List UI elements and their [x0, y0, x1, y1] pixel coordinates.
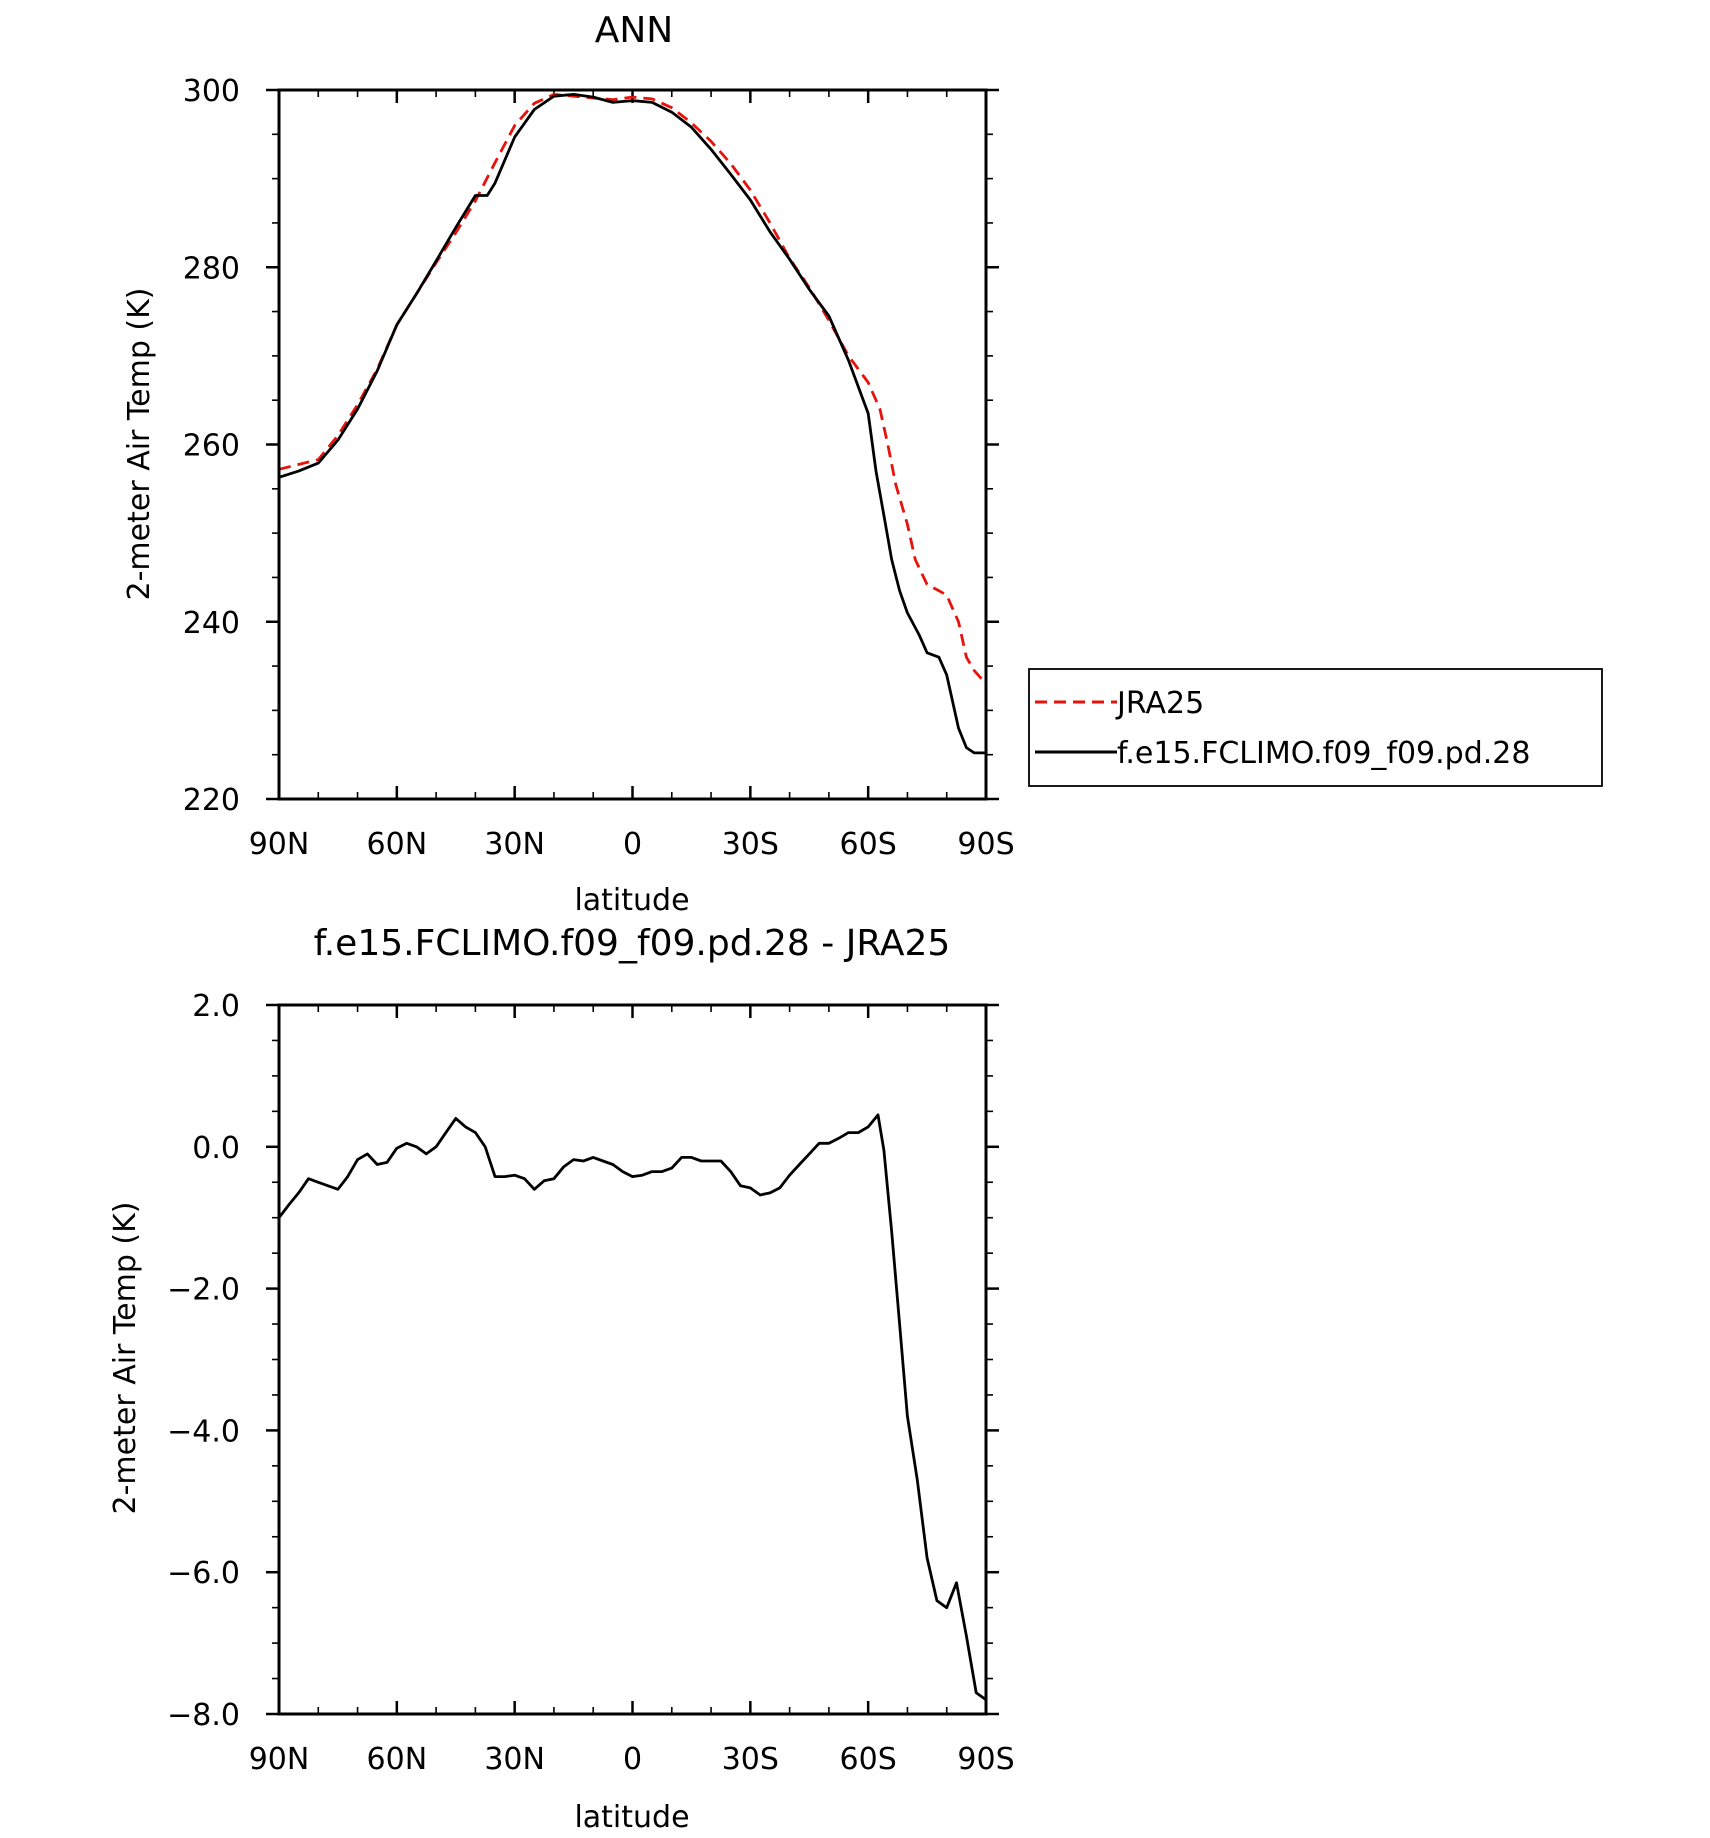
bottom-y-tick-labels: −8.0 −6.0 −4.0 −2.0 0.0 2.0: [167, 989, 240, 1733]
bottom-x-tick-label: 60N: [367, 1742, 428, 1777]
legend: JRA25 f.e15.FCLIMO.f09_f09.pd.28: [1028, 668, 1603, 787]
top-plot-frame: [277, 88, 988, 801]
top-series-lines: [278, 93, 988, 755]
bottom-y-tick-label: −4.0: [167, 1414, 240, 1449]
top-y-axis-label: 2-meter Air Temp (K): [122, 288, 157, 601]
top-x-tick-label: 30S: [722, 827, 779, 862]
bottom-y-tick-label: −2.0: [167, 1273, 240, 1308]
bottom-y-axis-label: 2-meter Air Temp (K): [108, 1202, 143, 1515]
legend-box: [1028, 668, 1603, 787]
top-y-tick-label: 220: [183, 783, 240, 818]
top-x-tick-label: 90N: [249, 827, 310, 862]
panel-top: ANN 90N 60N 30N 0 30S 60S 90S 220240260280300 …: [122, 10, 1603, 918]
top-x-tick-label: 60S: [840, 827, 897, 862]
legend-label-model: f.e15.FCLIMO.f09_f09.pd.28: [1117, 736, 1530, 771]
bottom-x-tick-label: 30N: [484, 1742, 545, 1777]
top-x-axis-label: latitude: [574, 883, 689, 918]
bottom-plot-frame: [277, 1003, 988, 1716]
bottom-x-tick-label: 60S: [840, 1742, 897, 1777]
bottom-x-tick-label: 90N: [249, 1742, 310, 1777]
bottom-series-line-difference: [277, 1113, 987, 1701]
bottom-axis-ticks: [266, 1003, 999, 1716]
bottom-panel-title: f.e15.FCLIMO.f09_f09.pd.28 - JRA25: [314, 923, 951, 964]
top-y-tick-labels: 220 240 260 280 300: [183, 74, 240, 818]
bottom-x-tick-label: 0: [623, 1742, 642, 1777]
top-x-tick-label: 0: [623, 827, 642, 862]
top-x-tick-label: 90S: [957, 827, 1014, 862]
bottom-y-tick-label: −6.0: [167, 1556, 240, 1591]
bottom-x-tick-label: 90S: [957, 1742, 1014, 1777]
top-y-tick-label: 240: [183, 606, 240, 641]
bottom-x-tick-label: 30S: [722, 1742, 779, 1777]
legend-label-jra25: JRA25: [1115, 686, 1204, 721]
top-y-tick-label: 260: [183, 429, 240, 464]
bottom-y-tick-label: 0.0: [192, 1131, 240, 1166]
bottom-x-tick-labels: 90N 60N 30N 0 30S 60S 90S: [249, 1742, 1015, 1777]
top-series-line-jra25: [278, 93, 988, 685]
panel-bottom: f.e15.FCLIMO.f09_f09.pd.28 - JRA25 90N 60…: [108, 923, 1015, 1835]
top-x-tick-label: 30N: [484, 827, 545, 862]
top-series-line-f-e15-fclimo-f09-f09-pd-28: [278, 93, 986, 755]
top-y-tick-label: 280: [183, 251, 240, 286]
top-y-tick-label: 300: [183, 74, 240, 109]
bottom-y-tick-label: 2.0: [192, 989, 240, 1024]
bottom-x-axis-label: latitude: [574, 1800, 689, 1833]
top-x-tick-label: 60N: [367, 827, 428, 862]
top-x-tick-labels: 90N 60N 30N 0 30S 60S 90S: [249, 827, 1015, 862]
top-panel-title: ANN: [595, 10, 674, 51]
top-axis-ticks: [266, 88, 999, 801]
bottom-series-lines: [277, 1113, 987, 1701]
bottom-y-tick-label: −8.0: [167, 1698, 240, 1733]
